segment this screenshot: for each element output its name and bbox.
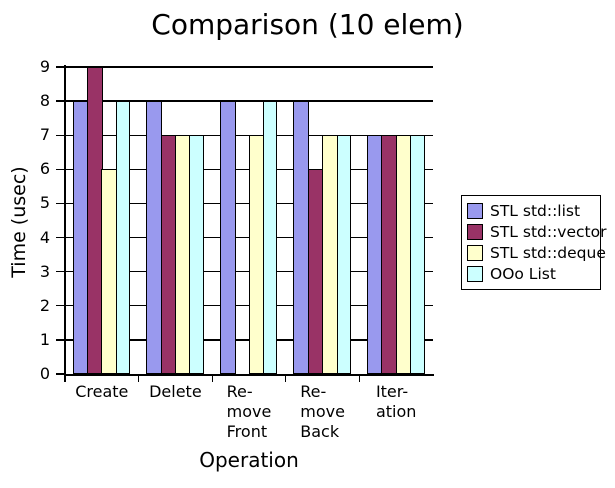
x-tick (285, 374, 287, 382)
legend-swatch (467, 203, 483, 220)
x-tick (64, 374, 66, 382)
category-cell: Create (65, 382, 139, 442)
bar (410, 135, 425, 374)
category-cell: Re- move Back (286, 382, 360, 442)
legend-item: OOo List (467, 263, 598, 284)
y-tick (56, 305, 66, 307)
x-axis-line (63, 373, 434, 376)
category-label: Iter- ation (375, 382, 417, 421)
y-tick (56, 66, 66, 68)
category-label: Create (75, 382, 129, 401)
y-tick-label: 8 (39, 91, 50, 111)
legend-label: STL std::vector (490, 223, 607, 242)
bar (189, 135, 204, 374)
category-label: Re- move Back (300, 382, 345, 441)
category-label: Re- move Front (226, 382, 272, 441)
gridline (65, 66, 433, 68)
legend-label: OOo List (490, 264, 556, 283)
x-category-labels: Create Delete Re- move Front Re- move Back I… (65, 382, 433, 442)
category-label: Delete (149, 382, 202, 401)
chart-title: Comparison (10 elem) (151, 8, 464, 41)
legend-swatch (467, 224, 483, 241)
x-tick (358, 374, 361, 382)
y-tick (56, 134, 66, 136)
y-tick-label: 6 (39, 159, 50, 179)
bar (115, 101, 131, 374)
category-cell: Delete (139, 382, 213, 442)
y-tick (56, 202, 66, 205)
y-tick-label: 5 (39, 193, 50, 213)
legend-item: STL std::vector (467, 222, 606, 243)
gridline (65, 134, 433, 136)
y-tick (56, 100, 66, 102)
bar (219, 101, 236, 374)
x-axis-title: Operation (199, 448, 299, 472)
y-tick (56, 168, 66, 171)
legend-label: STL std::deque (490, 243, 606, 262)
y-tick-label: 0 (39, 364, 50, 383)
bar (336, 135, 351, 374)
y-tick-label: 9 (39, 57, 50, 76)
y-axis-line (63, 65, 66, 375)
y-tick (56, 270, 66, 273)
plot-area (65, 66, 433, 374)
y-tick-label: 3 (39, 261, 50, 281)
legend-item: STL std::deque (467, 243, 606, 264)
bar (263, 101, 278, 374)
x-tick (137, 374, 140, 382)
legend-swatch (467, 244, 483, 261)
y-tick-label: 1 (39, 329, 50, 349)
y-tick (56, 339, 66, 341)
y-tick-label: 7 (39, 125, 50, 145)
gridline (65, 100, 433, 102)
y-tick (56, 373, 66, 375)
legend-item: STL std::list (467, 201, 598, 222)
y-tick-label: 2 (39, 295, 50, 315)
legend-label: STL std::list (490, 202, 581, 221)
legend-swatch (467, 265, 483, 282)
category-cell: Re- move Front (212, 382, 286, 442)
x-tick (211, 374, 213, 382)
category-cell: Iter- ation (359, 382, 433, 442)
y-tick-label: 4 (39, 227, 50, 247)
y-tick (56, 236, 66, 239)
